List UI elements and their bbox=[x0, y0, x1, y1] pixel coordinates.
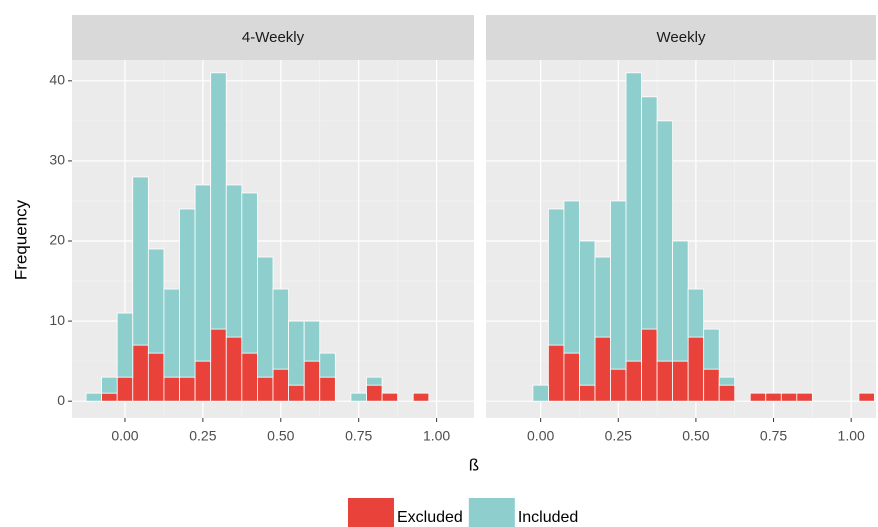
bar bbox=[718, 384, 736, 402]
x-tick-label: 0.75 bbox=[345, 428, 372, 444]
bar bbox=[272, 288, 289, 370]
x-tick-label: 0.25 bbox=[189, 428, 216, 444]
bar bbox=[703, 328, 720, 370]
bar bbox=[780, 392, 798, 402]
bar bbox=[656, 360, 674, 402]
x-tick-label: 1.00 bbox=[838, 428, 865, 444]
bar bbox=[210, 72, 227, 330]
x-tick-label: 0.50 bbox=[267, 428, 294, 444]
bar bbox=[625, 72, 642, 362]
x-tick-label: 0.75 bbox=[760, 428, 787, 444]
legend-swatch bbox=[348, 498, 394, 527]
bar bbox=[610, 368, 627, 402]
bar bbox=[163, 376, 180, 402]
bar bbox=[594, 256, 611, 338]
bar bbox=[288, 320, 305, 386]
strip bbox=[486, 15, 876, 60]
bar bbox=[563, 352, 580, 402]
bar bbox=[718, 376, 736, 386]
bar bbox=[548, 344, 565, 402]
bar bbox=[319, 376, 336, 402]
bar bbox=[101, 392, 118, 402]
x-tick-label: 0.25 bbox=[605, 428, 632, 444]
legend-label: Excluded bbox=[397, 509, 463, 526]
bar bbox=[101, 376, 118, 394]
bar bbox=[594, 336, 611, 402]
bar bbox=[116, 312, 134, 378]
bar bbox=[625, 360, 642, 402]
bar bbox=[672, 360, 689, 402]
bar bbox=[257, 256, 274, 378]
bar bbox=[579, 240, 596, 386]
bar bbox=[179, 376, 196, 402]
bar bbox=[579, 384, 596, 402]
bar bbox=[241, 192, 258, 354]
y-axis-label: Frequency bbox=[11, 199, 30, 280]
bar bbox=[548, 208, 565, 346]
bar bbox=[563, 200, 580, 354]
bar bbox=[225, 336, 243, 402]
facet-title: 4-Weekly bbox=[242, 29, 305, 46]
facet-title: Weekly bbox=[657, 29, 706, 46]
bar bbox=[303, 360, 321, 402]
bar bbox=[132, 176, 149, 346]
y-tick-label: 10 bbox=[49, 312, 65, 328]
bar bbox=[641, 328, 658, 402]
bar bbox=[194, 184, 212, 362]
bar bbox=[350, 392, 367, 402]
bar bbox=[765, 392, 782, 402]
bar bbox=[366, 376, 383, 386]
bar bbox=[687, 336, 705, 402]
x-tick-label: 0.50 bbox=[682, 428, 709, 444]
bar bbox=[116, 376, 134, 402]
bar bbox=[672, 240, 689, 362]
y-tick-label: 20 bbox=[49, 232, 65, 248]
bar bbox=[225, 184, 243, 338]
bar bbox=[303, 320, 321, 362]
bar bbox=[412, 392, 430, 402]
bar bbox=[132, 344, 149, 402]
strip bbox=[72, 15, 474, 60]
bar bbox=[749, 392, 767, 402]
bar bbox=[532, 384, 549, 402]
bar bbox=[194, 360, 212, 402]
bar bbox=[641, 96, 658, 330]
bar bbox=[796, 392, 813, 402]
y-tick-label: 30 bbox=[49, 152, 65, 168]
bar bbox=[610, 200, 627, 370]
bar bbox=[147, 352, 165, 402]
bar bbox=[257, 376, 274, 402]
bar bbox=[381, 392, 399, 402]
bar bbox=[366, 384, 383, 402]
y-tick-label: 40 bbox=[49, 72, 65, 88]
x-axis-label: ß bbox=[469, 455, 479, 474]
bar bbox=[85, 392, 103, 402]
bar bbox=[179, 208, 196, 378]
y-tick-label: 0 bbox=[57, 392, 65, 408]
bar bbox=[272, 368, 289, 402]
bar bbox=[288, 384, 305, 402]
bar bbox=[703, 368, 720, 402]
bar bbox=[319, 352, 336, 378]
bar bbox=[656, 120, 674, 362]
bar bbox=[687, 288, 705, 338]
x-tick-label: 1.00 bbox=[423, 428, 450, 444]
bar bbox=[163, 288, 180, 378]
x-tick-label: 0.00 bbox=[527, 428, 554, 444]
bar bbox=[147, 248, 165, 354]
x-tick-label: 0.00 bbox=[111, 428, 138, 444]
bar bbox=[210, 328, 227, 402]
legend-swatch bbox=[468, 498, 515, 527]
bar bbox=[241, 352, 258, 402]
legend-label: Included bbox=[518, 509, 579, 526]
bar bbox=[858, 392, 875, 402]
